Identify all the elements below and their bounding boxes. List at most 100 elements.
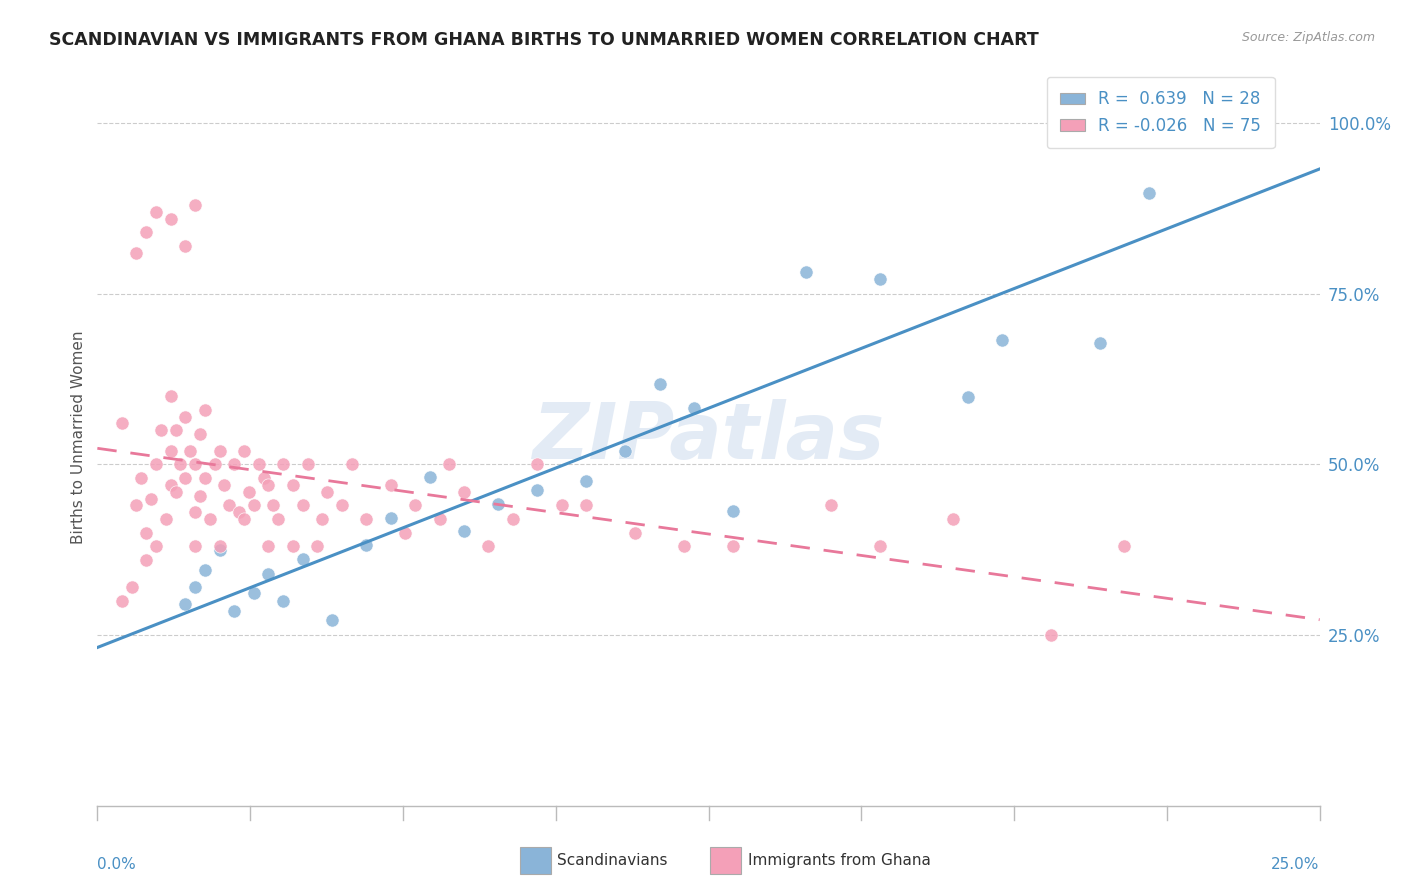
Point — [551, 499, 574, 513]
Point — [991, 333, 1014, 347]
Legend: R =  0.639   N = 28, R = -0.026   N = 75: R = 0.639 N = 28, R = -0.026 N = 75 — [1047, 77, 1275, 148]
Point — [1088, 335, 1111, 350]
Point — [794, 265, 817, 279]
Point — [271, 594, 294, 608]
Point — [125, 245, 148, 260]
Point — [942, 512, 965, 526]
Point — [194, 402, 217, 417]
Point — [252, 471, 274, 485]
Point — [721, 504, 744, 518]
Point — [184, 580, 207, 594]
Point — [526, 483, 548, 498]
Point — [121, 580, 143, 594]
Point — [159, 389, 181, 403]
Point — [297, 458, 319, 472]
Point — [281, 539, 304, 553]
Point — [429, 512, 451, 526]
Point — [721, 539, 744, 553]
Point — [354, 512, 377, 526]
Text: Scandinavians: Scandinavians — [557, 854, 668, 868]
Point — [111, 417, 134, 431]
Point — [614, 443, 637, 458]
Point — [673, 539, 696, 553]
Point — [238, 484, 260, 499]
Point — [354, 538, 377, 552]
Point — [194, 563, 217, 577]
Point — [453, 484, 475, 499]
Text: SCANDINAVIAN VS IMMIGRANTS FROM GHANA BIRTHS TO UNMARRIED WOMEN CORRELATION CHAR: SCANDINAVIAN VS IMMIGRANTS FROM GHANA BI… — [49, 31, 1039, 49]
Point — [174, 597, 197, 611]
Point — [174, 409, 197, 424]
Point — [135, 225, 157, 239]
Point — [1211, 95, 1233, 109]
Point — [502, 512, 524, 526]
Point — [267, 512, 290, 526]
Point — [419, 469, 441, 483]
Point — [135, 525, 157, 540]
Point — [139, 491, 162, 506]
Point — [340, 458, 363, 472]
Point — [208, 443, 231, 458]
Point — [184, 539, 207, 553]
Point — [174, 471, 197, 485]
Point — [149, 423, 172, 437]
Point — [820, 499, 842, 513]
Point — [262, 499, 284, 513]
Point — [380, 478, 402, 492]
Point — [214, 478, 236, 492]
Point — [257, 478, 280, 492]
Point — [291, 551, 314, 566]
Point — [165, 423, 187, 437]
Point — [224, 458, 246, 472]
Point — [648, 376, 671, 391]
Text: Immigrants from Ghana: Immigrants from Ghana — [748, 854, 931, 868]
Point — [204, 458, 226, 472]
Point — [307, 539, 329, 553]
Point — [439, 458, 461, 472]
Point — [224, 604, 246, 618]
Point — [218, 499, 240, 513]
Text: Source: ZipAtlas.com: Source: ZipAtlas.com — [1241, 31, 1375, 45]
Point — [477, 539, 499, 553]
Point — [869, 539, 891, 553]
Point — [184, 198, 207, 212]
Point — [145, 539, 167, 553]
Point — [1112, 539, 1135, 553]
Point — [624, 525, 647, 540]
Point — [453, 524, 475, 539]
Point — [159, 478, 181, 492]
Point — [184, 505, 207, 519]
Point — [316, 484, 339, 499]
Point — [145, 458, 167, 472]
Point — [125, 499, 148, 513]
Point — [257, 566, 280, 581]
Point — [243, 499, 266, 513]
Point — [135, 553, 157, 567]
Text: 0.0%: 0.0% — [97, 857, 136, 872]
Point — [394, 525, 416, 540]
Point — [247, 458, 270, 472]
Point — [188, 489, 211, 503]
Point — [194, 471, 217, 485]
Point — [956, 391, 979, 405]
Point — [380, 510, 402, 524]
Point — [575, 499, 598, 513]
Point — [1039, 628, 1062, 642]
Point — [526, 458, 548, 472]
Point — [159, 211, 181, 226]
Point — [111, 594, 134, 608]
Point — [174, 239, 197, 253]
Point — [404, 499, 426, 513]
Y-axis label: Births to Unmarried Women: Births to Unmarried Women — [72, 330, 86, 544]
Point — [575, 475, 598, 489]
Point — [159, 443, 181, 458]
Point — [281, 478, 304, 492]
Point — [271, 458, 294, 472]
Point — [208, 542, 231, 557]
Point — [486, 497, 509, 511]
Point — [208, 539, 231, 553]
Point — [233, 512, 256, 526]
Point — [155, 512, 177, 526]
Point — [330, 499, 353, 513]
Point — [131, 471, 153, 485]
